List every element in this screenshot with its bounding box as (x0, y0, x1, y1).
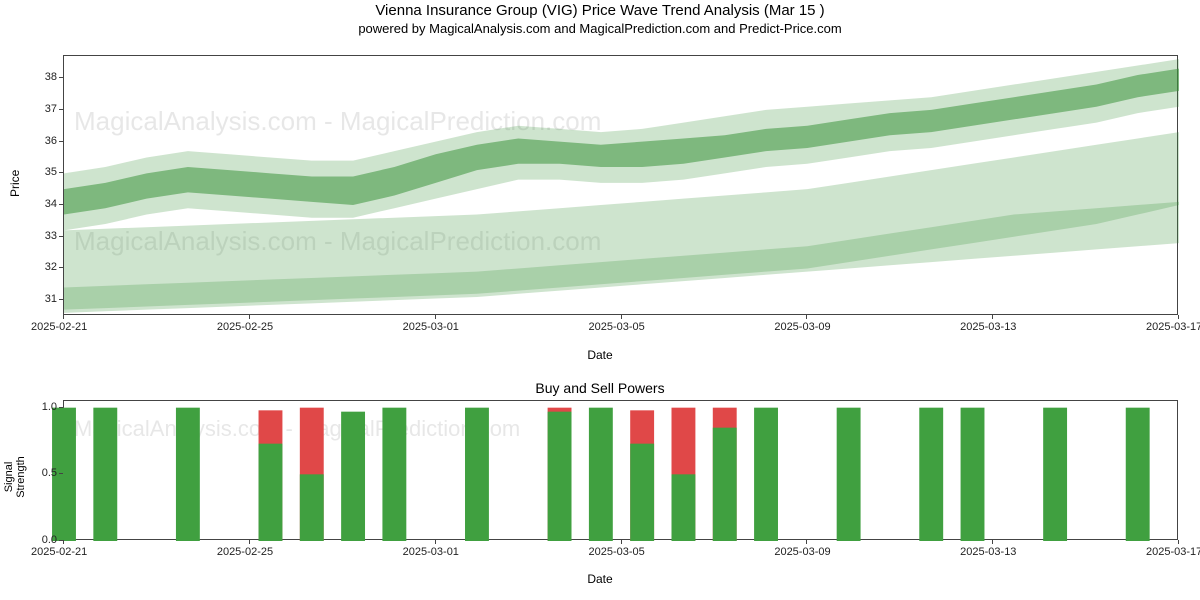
signal-bar-green (919, 408, 943, 541)
signal-bar-green (1043, 408, 1067, 541)
xtick-label: 2025-02-25 (217, 321, 273, 333)
xtick-label: 2025-03-05 (589, 321, 645, 333)
signal-bar-green (465, 408, 489, 541)
signal-bar-green (671, 474, 695, 541)
ytick-label: 34 (45, 198, 57, 210)
top-chart-ylabel: Price (8, 177, 22, 197)
signal-bar-green (259, 444, 283, 541)
signal-bar-green (754, 408, 778, 541)
chart-subtitle: powered by MagicalAnalysis.com and Magic… (0, 21, 1200, 36)
xtick-label: 2025-03-05 (589, 546, 645, 558)
ytick-label: 38 (45, 71, 57, 83)
price-wave-chart: MagicalAnalysis.com - MagicalPrediction.… (63, 55, 1178, 315)
signal-bar-green (382, 408, 406, 541)
xtick-label: 2025-02-21 (31, 321, 87, 333)
signal-bar-green (837, 408, 861, 541)
chart-title-block: Vienna Insurance Group (VIG) Price Wave … (0, 2, 1200, 19)
ytick-label: 33 (45, 230, 57, 242)
chart-title: Vienna Insurance Group (VIG) Price Wave … (0, 2, 1200, 19)
signal-bar-chart: MagicalAnalysis.com - MagicalPrediction.… (63, 400, 1178, 540)
ytick-label: 1.0 (42, 401, 57, 413)
ytick-label: 0.5 (42, 467, 57, 479)
bottom-chart-title: Buy and Sell Powers (0, 380, 1200, 396)
chart-subtitle-block: powered by MagicalAnalysis.com and Magic… (0, 21, 1200, 36)
ytick-label: 0.0 (42, 534, 57, 546)
xtick-label: 2025-02-25 (217, 546, 273, 558)
xtick-label: 2025-03-17 (1146, 321, 1200, 333)
ytick-label: 36 (45, 135, 57, 147)
bottom-chart-ylabel: Signal Strength (3, 447, 27, 507)
price-wave-svg (64, 56, 1179, 316)
xtick-label: 2025-03-09 (774, 321, 830, 333)
xtick-label: 2025-03-01 (403, 321, 459, 333)
xtick-label: 2025-03-01 (403, 546, 459, 558)
xtick-label: 2025-03-17 (1146, 546, 1200, 558)
bottom-chart-title-block: Buy and Sell Powers (0, 380, 1200, 396)
signal-bar-green (1126, 408, 1150, 541)
signal-bar-green (630, 444, 654, 541)
signal-bar-green (341, 412, 365, 541)
signal-bar-green (548, 412, 572, 541)
signal-bar-green (176, 408, 200, 541)
ytick-label: 32 (45, 261, 57, 273)
signal-bar-green (93, 408, 117, 541)
signal-bar-green (589, 408, 613, 541)
signal-bar-svg (64, 401, 1179, 541)
xtick-label: 2025-02-21 (31, 546, 87, 558)
ytick-label: 37 (45, 103, 57, 115)
signal-bar-green (300, 474, 324, 541)
bottom-chart-xlabel: Date (0, 572, 1200, 586)
top-chart-xlabel: Date (0, 348, 1200, 362)
ytick-label: 31 (45, 293, 57, 305)
signal-bar-green (961, 408, 985, 541)
signal-bar-green (713, 428, 737, 541)
xtick-label: 2025-03-13 (960, 321, 1016, 333)
xtick-label: 2025-03-13 (960, 546, 1016, 558)
ytick-label: 35 (45, 166, 57, 178)
xtick-label: 2025-03-09 (774, 546, 830, 558)
